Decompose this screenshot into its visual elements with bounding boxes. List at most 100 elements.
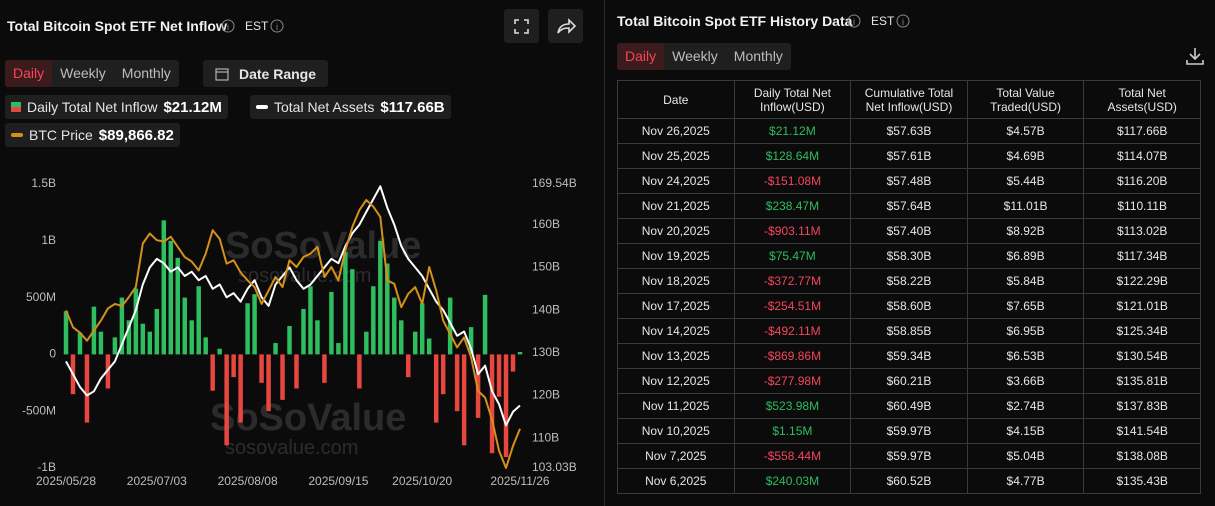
bar bbox=[496, 354, 502, 397]
y2-tick-label: 120B bbox=[532, 388, 560, 402]
y2-tick-label: 140B bbox=[532, 302, 560, 316]
bar bbox=[489, 354, 495, 454]
bar bbox=[140, 323, 146, 355]
bar bbox=[294, 354, 299, 389]
legend-label: Daily Total Net Inflow bbox=[27, 99, 158, 115]
bar bbox=[412, 331, 418, 355]
x-tick-label: 2025/09/15 bbox=[308, 474, 368, 488]
table-cell: $121.01B bbox=[1083, 293, 1201, 319]
bar bbox=[503, 354, 509, 457]
x-tick-label: 2025/11/26 bbox=[490, 474, 549, 488]
bar bbox=[343, 252, 348, 355]
info-icon[interactable]: i bbox=[896, 14, 910, 28]
table-row: Nov 21,2025 $238.47M $57.64B $11.01B $110.11… bbox=[617, 193, 1201, 219]
legend-label: Total Net Assets bbox=[274, 99, 375, 115]
y2-tick-label: 130B bbox=[532, 345, 560, 359]
table-row: Nov 24,2025 -$151.08M $57.48B $5.44B $116.20… bbox=[617, 168, 1201, 194]
legend-swatch bbox=[11, 133, 23, 137]
expand-button[interactable] bbox=[504, 9, 539, 43]
table-cell: Nov 14,2025 bbox=[617, 318, 735, 344]
bar bbox=[308, 286, 313, 355]
table-cell: $5.04B bbox=[966, 443, 1085, 469]
svg-text:i: i bbox=[853, 17, 855, 27]
bar bbox=[63, 311, 69, 355]
table-cell: $4.57B bbox=[966, 118, 1085, 144]
y2-tick-label: 150B bbox=[532, 260, 560, 274]
table-cell: Nov 19,2025 bbox=[617, 243, 735, 269]
tab[interactable]: Monthly bbox=[733, 48, 783, 64]
table-cell: $58.30B bbox=[850, 243, 968, 269]
bar bbox=[175, 257, 180, 355]
x-tick-label: 2025/08/08 bbox=[218, 474, 278, 488]
tab[interactable]: Daily bbox=[5, 60, 53, 87]
bar bbox=[315, 320, 320, 355]
table-cell: $4.69B bbox=[966, 143, 1085, 169]
bar bbox=[371, 286, 376, 355]
tab[interactable]: Weekly bbox=[672, 48, 718, 64]
tab[interactable]: Monthly bbox=[121, 65, 171, 81]
x-tick-label: 2025/07/03 bbox=[127, 474, 187, 488]
legend-item[interactable]: Total Net Assets $117.66B bbox=[250, 95, 451, 119]
bar bbox=[231, 354, 236, 378]
bar bbox=[461, 354, 467, 446]
line bbox=[65, 185, 521, 427]
table-cell: Nov 12,2025 bbox=[617, 368, 735, 394]
bar bbox=[454, 354, 460, 412]
bar bbox=[399, 320, 404, 355]
legend-item[interactable]: BTC Price $89,866.82 bbox=[5, 123, 180, 147]
table-row: Nov 25,2025 $128.64M $57.61B $4.69B $114.07B bbox=[617, 143, 1201, 169]
y-tick-label: -1B bbox=[37, 460, 56, 474]
watermark: sosovalue.com bbox=[225, 437, 358, 459]
table-row: Nov 11,2025 $523.98M $60.49B $2.74B $137.83B bbox=[617, 393, 1201, 419]
bar bbox=[189, 320, 194, 355]
tab[interactable]: Weekly bbox=[60, 65, 106, 81]
table-row: Nov 19,2025 $75.47M $58.30B $6.89B $117.34B bbox=[617, 243, 1201, 269]
table-cell: $57.63B bbox=[850, 118, 968, 144]
line bbox=[65, 199, 521, 469]
table-cell: $137.83B bbox=[1083, 393, 1201, 419]
table-cell: $4.15B bbox=[966, 418, 1085, 444]
table-cell: Nov 6,2025 bbox=[617, 468, 735, 494]
table-cell: -$869.86M bbox=[733, 343, 852, 369]
bar bbox=[392, 297, 397, 355]
table-row: Nov 7,2025 -$558.44M $59.97B $5.04B $138.08B bbox=[617, 443, 1201, 469]
history-table: Date Daily Total Net Inflow(USD) Cumulativ… bbox=[617, 80, 1201, 494]
table-container: Date Daily Total Net Inflow(USD) Cumulativ… bbox=[617, 80, 1201, 506]
bar bbox=[147, 331, 153, 355]
bar bbox=[280, 354, 285, 400]
column-header: Date bbox=[617, 80, 735, 119]
tab[interactable]: Daily bbox=[617, 43, 665, 70]
bar bbox=[196, 286, 201, 355]
info-icon[interactable]: i bbox=[221, 19, 235, 33]
bar bbox=[357, 354, 362, 389]
bar bbox=[426, 338, 432, 355]
timezone: EST bbox=[245, 19, 269, 33]
table-cell: $116.20B bbox=[1083, 168, 1201, 194]
legend-value: $89,866.82 bbox=[98, 126, 174, 144]
bar bbox=[447, 297, 453, 355]
share-button[interactable] bbox=[548, 9, 583, 43]
bar bbox=[161, 220, 167, 355]
table-cell: $75.47M bbox=[733, 243, 852, 269]
bar bbox=[350, 269, 355, 355]
legend-value: $21.12M bbox=[163, 98, 222, 116]
info-icon[interactable]: i bbox=[270, 19, 284, 33]
bar bbox=[440, 354, 446, 395]
table-cell: $57.61B bbox=[850, 143, 968, 169]
date-range-button[interactable]: Date Range bbox=[203, 60, 329, 87]
bar bbox=[133, 288, 139, 355]
table-cell: $125.34B bbox=[1083, 318, 1201, 344]
info-icon[interactable]: i bbox=[847, 14, 861, 28]
bar bbox=[84, 354, 90, 423]
bar bbox=[378, 240, 383, 355]
bar bbox=[119, 297, 125, 355]
period-tabs: Daily Weekly Monthly bbox=[617, 43, 791, 70]
table-cell: $57.40B bbox=[850, 218, 968, 244]
table-cell: $114.07B bbox=[1083, 143, 1201, 169]
bar bbox=[112, 337, 118, 355]
download-button[interactable] bbox=[1185, 46, 1205, 66]
table-cell: $110.11B bbox=[1083, 193, 1201, 219]
table-cell: Nov 17,2025 bbox=[617, 293, 735, 319]
bar bbox=[364, 331, 369, 355]
legend-item[interactable]: Daily Total Net Inflow $21.12M bbox=[5, 95, 228, 119]
